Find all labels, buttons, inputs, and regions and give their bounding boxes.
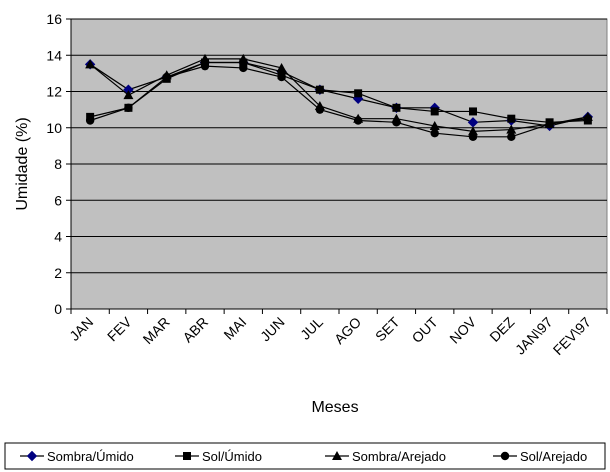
legend-marker xyxy=(26,450,38,462)
x-tick-label: MAI xyxy=(220,314,249,343)
legend-label: Sombra/Arejado xyxy=(352,449,446,464)
data-point xyxy=(507,114,516,123)
series-layer xyxy=(84,53,594,142)
data-point xyxy=(392,118,401,127)
x-tick-label: JAN\97 xyxy=(512,314,556,358)
legend-item: Sombra/Arejado xyxy=(325,449,446,464)
x-tick-label: OUT xyxy=(409,313,442,346)
data-point xyxy=(583,114,593,123)
x-axis-title: Meses xyxy=(311,399,358,416)
legend-item: Sol/Úmido xyxy=(175,449,262,464)
data-point xyxy=(315,85,324,94)
data-point xyxy=(85,116,95,125)
y-tick-label: 12 xyxy=(46,84,62,100)
data-point xyxy=(123,90,134,100)
data-point xyxy=(85,59,96,69)
y-tick-label: 6 xyxy=(54,192,62,208)
data-point xyxy=(315,105,325,114)
series-circle xyxy=(85,61,593,142)
data-point xyxy=(238,53,249,63)
x-tick-label: MAR xyxy=(140,314,173,347)
legend-label: Sombra/Úmido xyxy=(47,449,134,464)
series-line xyxy=(89,58,588,132)
legend-label: Sol/Úmido xyxy=(202,449,262,464)
y-tick-label: 0 xyxy=(54,301,62,317)
data-point xyxy=(468,126,478,136)
series-line xyxy=(90,61,588,123)
x-tick-label: FEV\97 xyxy=(550,314,594,358)
x-tick-label: DEZ xyxy=(486,313,517,344)
data-point xyxy=(507,132,516,142)
x-tick-label: ABR xyxy=(179,314,211,346)
x-tick-label: JUL xyxy=(297,314,326,343)
x-tick-label: FEV xyxy=(104,313,135,344)
data-point xyxy=(430,107,439,116)
y-tick-label: 8 xyxy=(54,156,62,172)
data-point xyxy=(506,124,517,134)
y-tick-label: 16 xyxy=(46,11,62,27)
data-point xyxy=(469,107,477,116)
legend-marker xyxy=(183,452,191,460)
data-point xyxy=(430,128,439,138)
y-axis-title: Umidade (%) xyxy=(14,117,31,210)
data-point xyxy=(429,120,440,130)
data-point xyxy=(545,119,554,129)
y-tick-label: 10 xyxy=(46,120,62,136)
legend-item: Sol/Arejado xyxy=(493,449,587,464)
y-tick-label: 2 xyxy=(54,265,62,281)
data-point xyxy=(200,61,210,71)
data-point xyxy=(277,72,286,82)
data-point xyxy=(468,132,478,142)
x-axis: JAN FEV MAR ABR MAI JUN JUL AGO SET OUT NOV DEZJAN\… xyxy=(66,308,608,358)
x-tick-label: NOV xyxy=(446,313,479,346)
data-point xyxy=(392,103,401,112)
y-tick-label: 4 xyxy=(54,229,62,245)
legend: Sombra/Úmido Sol/Úmido Sombra/Arejado Sol/A… xyxy=(20,449,587,464)
y-axis: 0 2 4 6 8 10 12 14 16 xyxy=(46,11,72,317)
data-point xyxy=(239,63,248,73)
data-point xyxy=(162,72,171,82)
x-tick-label: JUN xyxy=(257,314,288,345)
data-point xyxy=(124,103,133,113)
data-point xyxy=(353,116,363,125)
legend-marker xyxy=(332,451,342,460)
series-line xyxy=(89,65,588,138)
legend-item: Sombra/Úmido xyxy=(20,449,134,464)
y-tick-label: 14 xyxy=(46,47,62,63)
legend-marker xyxy=(500,451,510,461)
x-tick-label: AGO xyxy=(331,314,364,347)
x-tick-label: SET xyxy=(372,313,403,344)
legend-label: Sol/Arejado xyxy=(520,449,587,464)
data-point xyxy=(200,53,210,63)
x-tick-label: JAN xyxy=(66,314,96,344)
data-point xyxy=(276,62,287,72)
data-point xyxy=(354,89,363,98)
